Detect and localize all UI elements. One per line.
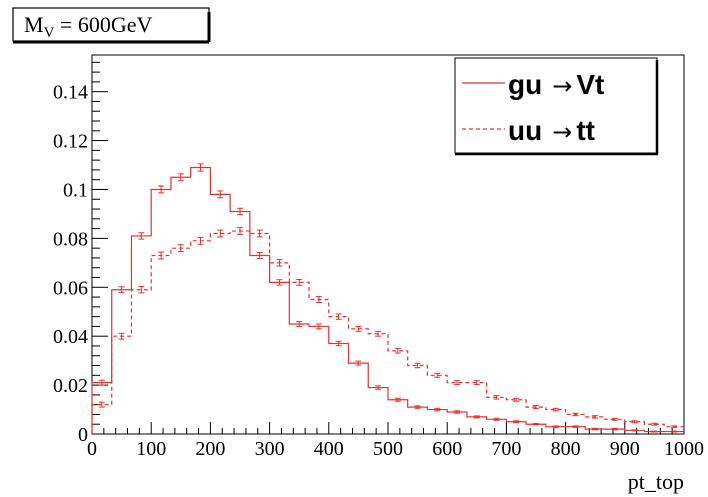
series-layer (91, 163, 684, 434)
series-2-error-bar (335, 313, 342, 320)
series-2-error-bar (473, 380, 480, 386)
series-1-error-bar (236, 207, 243, 216)
series-2-error-bar (631, 420, 638, 424)
series-1-error-bar (217, 190, 224, 199)
series-1-error-bar (177, 173, 184, 182)
legend: gu → Vt uu → tt (454, 57, 659, 156)
series-2-error-bar (177, 244, 184, 253)
chart-title: MV = 600GeV (24, 12, 152, 41)
y-tick-label: 0.04 (53, 326, 88, 348)
series-1-error-bar (493, 417, 500, 421)
legend-entry-2: uu → tt (508, 115, 595, 146)
series-1-error-bar (118, 286, 125, 294)
series-2-error-bar (592, 415, 599, 419)
series-2-histogram (91, 230, 684, 434)
series-2-error-bar (296, 278, 303, 286)
series-2-error-bar (414, 362, 421, 369)
series-2-error-bar (493, 395, 500, 400)
series-1-error-bar (434, 407, 441, 412)
series-1-error-bar (197, 163, 204, 172)
series-2-error-bar (394, 348, 401, 354)
series-1-error-bar (256, 252, 263, 259)
series-2-error-bar (532, 405, 539, 410)
series-1-error-bar (355, 360, 362, 366)
x-tick-label: 500 (373, 438, 403, 460)
x-axis-label: pt_top (628, 469, 684, 494)
series-2-error-bar (572, 412, 579, 417)
series-2-error-bar (355, 325, 362, 332)
series-1-error-bar (158, 185, 165, 194)
series-2-error-bar (276, 259, 283, 267)
x-tick-label: 200 (195, 438, 225, 460)
x-tick-label: 0 (87, 438, 97, 460)
series-1-error-bar (532, 422, 539, 426)
legend-entry-1: gu → Vt (508, 69, 604, 100)
x-tick-label: 100 (136, 438, 166, 460)
series-2-error-bar (513, 397, 520, 402)
series-2-error-bar (315, 296, 322, 303)
x-tick-label: 900 (610, 438, 640, 460)
series-1-error-bar (138, 232, 145, 240)
x-tick-label: 800 (551, 438, 581, 460)
x-tick-label: 400 (314, 438, 344, 460)
series-1-error-bar (671, 430, 678, 433)
y-tick-label: 0.14 (53, 82, 88, 104)
y-tick-label: 0.1 (63, 179, 88, 201)
y-axis: 0 0.02 0.04 0.06 0.08 0.1 0.12 0.14 (53, 61, 108, 446)
series-1-error-bar (572, 425, 579, 428)
series-1-histogram (91, 166, 684, 434)
x-tick-label: 300 (255, 438, 285, 460)
y-tick-label: 0 (78, 424, 88, 446)
series-2-error-bar (236, 227, 243, 235)
series-1-error-bar (296, 321, 303, 327)
title-box: MV = 600GeV (12, 7, 211, 44)
series-1-error-bar (552, 425, 559, 428)
series-2-error-bar (98, 401, 105, 408)
series-2-error-bar (118, 332, 125, 340)
series-2-error-bar (454, 380, 461, 386)
title-subscript: V (44, 25, 55, 41)
series-2-error-bar (651, 422, 658, 426)
series-1-error-bar (414, 405, 421, 409)
series-2-error-bar (552, 407, 559, 412)
series-2-error-bar (375, 330, 382, 337)
series-1-error-bar (315, 323, 322, 330)
series-1-error-bar (513, 420, 520, 424)
y-tick-label: 0.06 (53, 277, 88, 299)
series-2-error-bar (611, 417, 618, 421)
title-main: M (24, 12, 44, 37)
x-tick-label: 700 (491, 438, 521, 460)
series-1-error-bar (394, 397, 401, 402)
series-1-error-bar (473, 415, 480, 419)
x-axis: 0 100 200 300 400 500 600 700 800 900 1000 (87, 422, 704, 460)
series-1-error-bar (592, 427, 599, 431)
series-2-error-bar (138, 286, 145, 294)
series-2-error-bar (217, 229, 224, 238)
y-tick-label: 0.08 (53, 228, 88, 250)
x-tick-label: 600 (432, 438, 462, 460)
series-2-error-bar (158, 251, 165, 260)
x-tick-label: 1000 (664, 438, 704, 460)
series-1-error-bar (335, 340, 342, 347)
title-rest: = 600GeV (54, 12, 152, 37)
series-1-error-bar (454, 410, 461, 414)
series-1-error-bar (611, 427, 618, 431)
series-1-error-bar (276, 279, 283, 286)
series-1-error-bar (98, 379, 105, 386)
series-1-error-bar (631, 429, 638, 432)
series-2-error-bar (434, 372, 441, 378)
series-1-error-bar (651, 430, 658, 433)
series-1-error-bar (375, 385, 382, 390)
series-2-error-bar (671, 425, 678, 428)
y-tick-label: 0.02 (53, 375, 88, 397)
series-2-error-bar (197, 236, 204, 245)
y-tick-label: 0.12 (53, 131, 88, 153)
series-2-error-bar (256, 229, 263, 238)
